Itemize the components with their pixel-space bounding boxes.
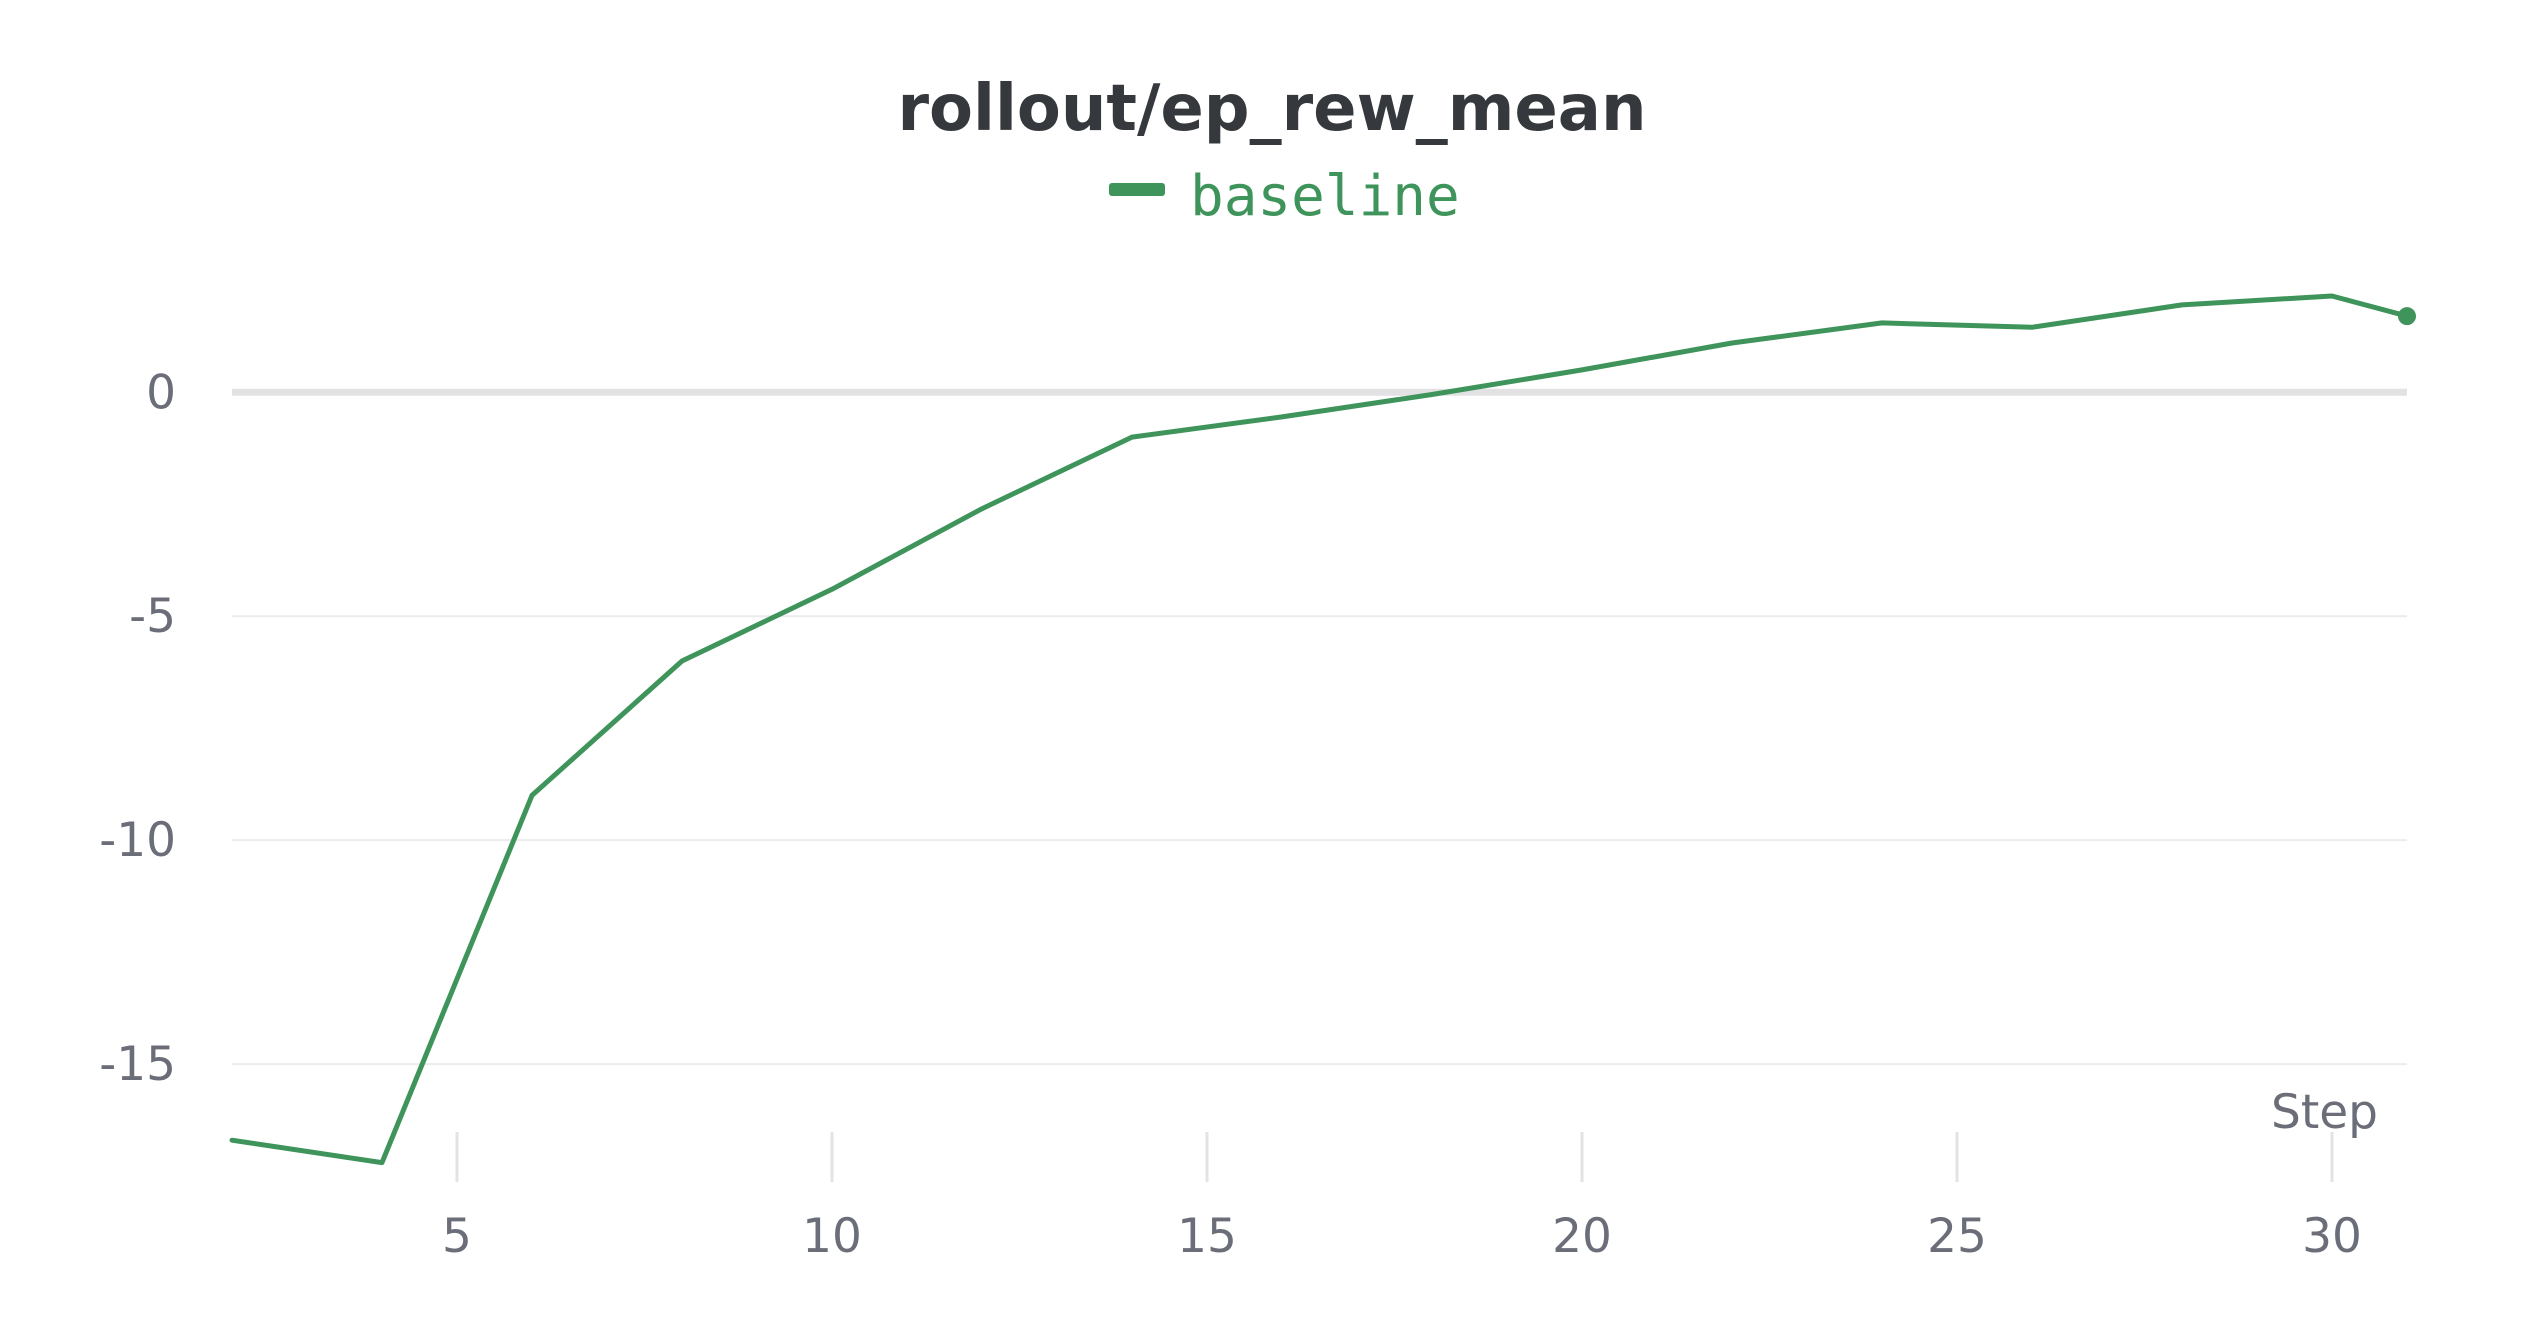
- x-tick-label: 10: [802, 1209, 862, 1264]
- x-tick-label: 5: [442, 1209, 472, 1264]
- y-tick-label: -15: [99, 1037, 176, 1092]
- y-tick-label: -5: [129, 589, 176, 644]
- series-line: [229, 293, 2410, 1166]
- series-end-point: [2398, 307, 2416, 326]
- x-axis-label: Step: [2271, 1085, 2378, 1140]
- x-axis-ticks: 5 10 15 20 25 30: [442, 1132, 2362, 1264]
- y-tick-label: -10: [99, 813, 176, 868]
- y-tick-label: 0: [146, 365, 176, 420]
- x-tick-label: 30: [2302, 1209, 2362, 1264]
- legend-swatch: [1109, 183, 1165, 196]
- legend: baseline: [1109, 164, 1460, 229]
- chart-title: rollout/ep_rew_mean: [897, 72, 1646, 146]
- x-tick-label: 20: [1552, 1209, 1612, 1264]
- x-tick-label: 25: [1927, 1209, 1987, 1264]
- series-layer: [229, 293, 2416, 1166]
- y-axis-ticks: 0 -5 -10 -15: [99, 365, 176, 1092]
- legend-label: baseline: [1190, 164, 1460, 229]
- grid: [232, 388, 2407, 1066]
- x-tick-label: 15: [1177, 1209, 1237, 1264]
